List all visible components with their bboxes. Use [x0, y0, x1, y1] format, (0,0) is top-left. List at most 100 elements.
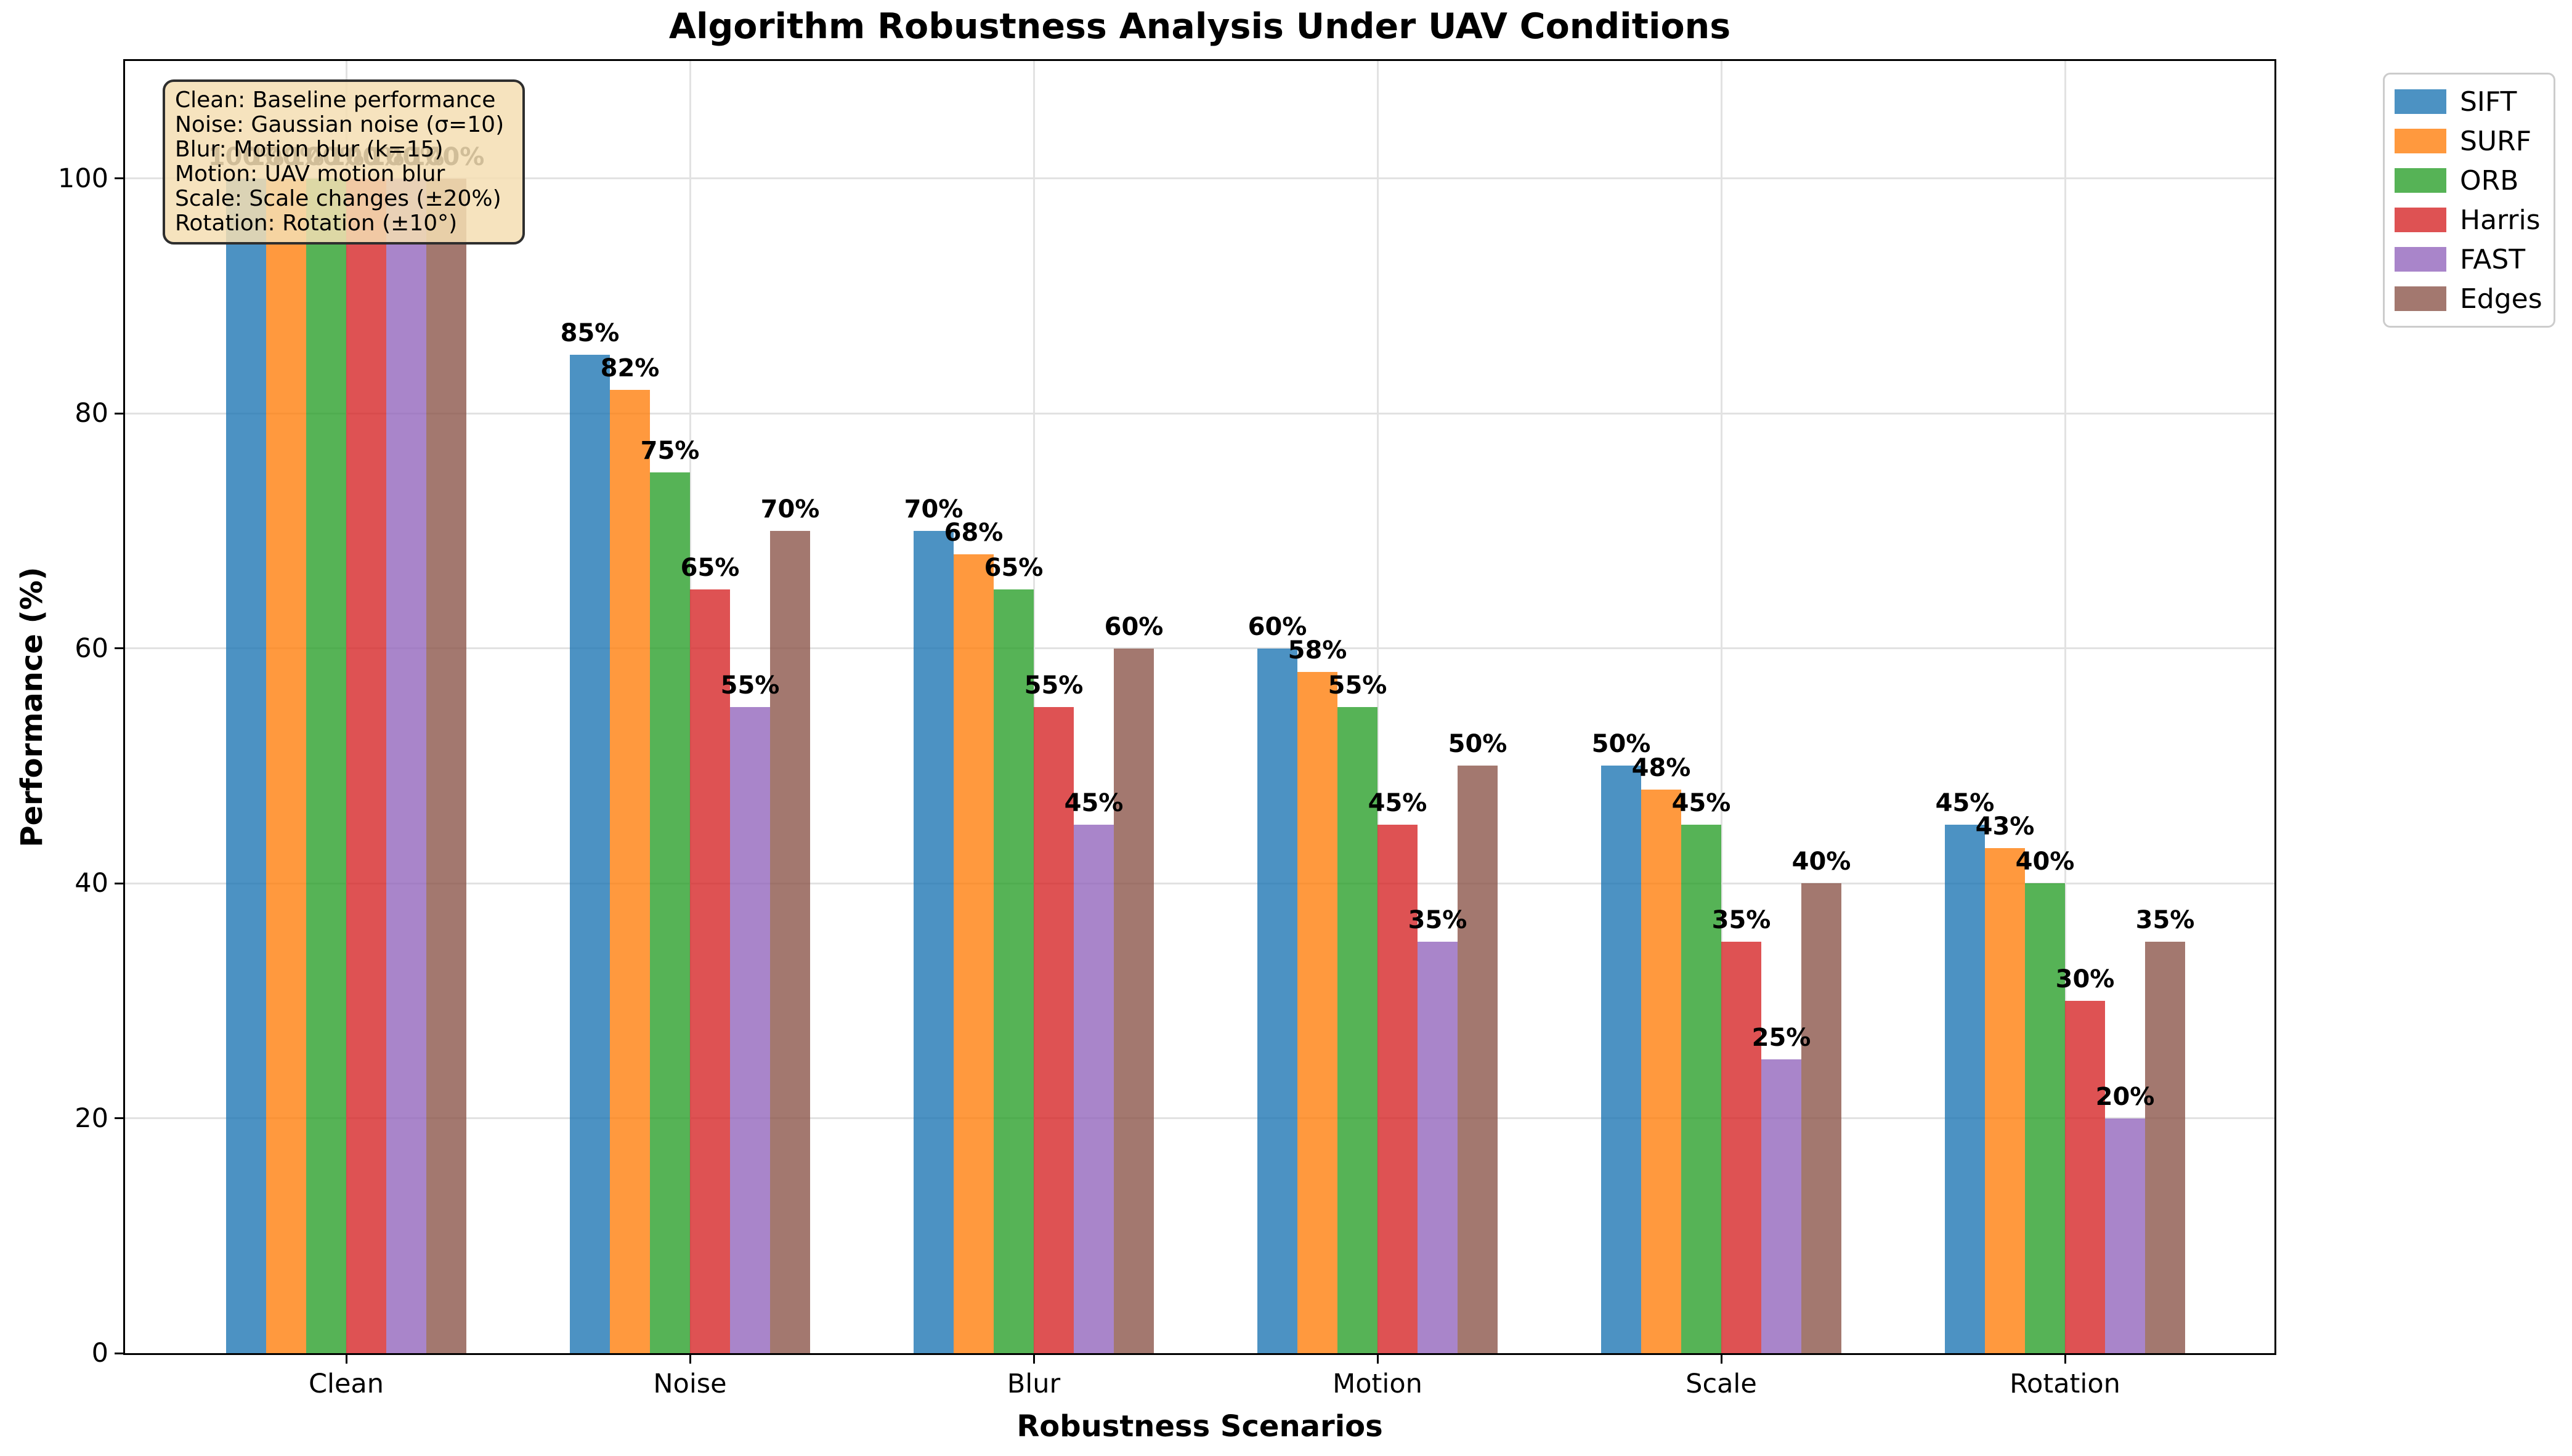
bar-orb-blur [994, 589, 1034, 1353]
x-tick-label-scale: Scale [1686, 1369, 1757, 1399]
bar-sift-noise [570, 354, 610, 1353]
bar-value-label: 75% [640, 436, 700, 465]
x-tick-label-blur: Blur [1007, 1369, 1061, 1399]
y-tick-mark [115, 882, 123, 884]
gridline-horizontal [125, 412, 2274, 415]
bar-harris-scale [1721, 942, 1761, 1353]
bar-surf-blur [954, 554, 994, 1353]
x-tick-mark [689, 1355, 691, 1364]
legend: SIFT SURF ORB Harris FAST Edges [2383, 73, 2555, 328]
gridline-horizontal [125, 647, 2274, 650]
annotation-line-clean: Clean: Baseline performance [175, 87, 496, 113]
legend-item-edges: Edges [2385, 279, 2554, 318]
bar-fast-rotation [2105, 1118, 2145, 1353]
legend-label-surf: SURF [2460, 125, 2532, 157]
x-tick-mark [345, 1355, 347, 1364]
x-tick-label-rotation: Rotation [2010, 1369, 2120, 1399]
y-tick-mark [115, 1352, 123, 1354]
legend-label-edges: Edges [2460, 283, 2542, 315]
y-tick-label: 0 [91, 1338, 108, 1369]
bar-value-label: 82% [600, 354, 660, 383]
x-tick-label-noise: Noise [653, 1369, 727, 1399]
legend-item-harris: Harris [2385, 200, 2554, 240]
x-tick-label-clean: Clean [308, 1369, 384, 1399]
bar-edges-scale [1801, 883, 1841, 1353]
bar-value-label: 60% [1247, 612, 1307, 641]
bar-surf-motion [1297, 671, 1337, 1353]
bar-value-label: 35% [1408, 906, 1467, 935]
legend-item-sift: SIFT [2385, 82, 2554, 121]
bar-harris-rotation [2065, 1000, 2105, 1353]
bar-orb-clean [306, 178, 346, 1353]
bar-edges-rotation [2145, 942, 2185, 1353]
gridline-horizontal [125, 177, 2274, 180]
bar-sift-scale [1601, 766, 1641, 1353]
bar-surf-noise [610, 390, 650, 1353]
bar-sift-clean [226, 178, 266, 1353]
bar-value-label: 30% [2055, 965, 2115, 993]
y-tick-label: 80 [75, 398, 108, 429]
bar-fast-scale [1761, 1059, 1801, 1353]
bar-value-label: 65% [680, 554, 740, 583]
annotation-box: Clean: Baseline performance Noise: Gauss… [163, 79, 525, 245]
bar-edges-blur [1114, 648, 1154, 1353]
bar-harris-clean [346, 178, 386, 1353]
legend-swatch-harris [2395, 208, 2446, 232]
bar-value-label: 85% [560, 318, 620, 347]
annotation-line-scale: Scale: Scale changes (±20%) [175, 186, 501, 211]
annotation-line-motion: Motion: UAV motion blur [175, 161, 445, 187]
bar-harris-motion [1377, 824, 1418, 1353]
bar-value-label: 58% [1288, 636, 1347, 665]
bar-fast-blur [1074, 824, 1114, 1353]
bar-value-label: 70% [760, 495, 820, 524]
annotation-line-blur: Blur: Motion blur (k=15) [175, 137, 444, 162]
bar-value-label: 45% [1935, 788, 1995, 817]
legend-swatch-sift [2395, 89, 2446, 114]
gridline-vertical [2064, 61, 2066, 1353]
bar-orb-scale [1681, 824, 1721, 1353]
y-tick-label: 60 [75, 633, 108, 664]
legend-item-surf: SURF [2385, 121, 2554, 161]
y-tick-mark [115, 647, 123, 650]
annotation-line-noise: Noise: Gaussian noise (σ=10) [175, 112, 505, 137]
bar-value-label: 60% [1104, 612, 1164, 641]
y-tick-label: 40 [75, 868, 108, 899]
bar-value-label: 65% [984, 554, 1044, 583]
plot-area: Clean: Baseline performance Noise: Gauss… [123, 59, 2276, 1355]
bar-harris-blur [1034, 707, 1074, 1353]
bar-value-label: 68% [944, 519, 1004, 548]
x-tick-mark [1720, 1355, 1722, 1364]
legend-label-orb: ORB [2460, 164, 2519, 196]
bar-value-label: 43% [1975, 812, 2035, 841]
x-axis-label: Robustness Scenarios [1016, 1409, 1383, 1444]
legend-label-fast: FAST [2460, 243, 2526, 275]
gridline-vertical [1720, 61, 1722, 1353]
legend-swatch-orb [2395, 168, 2446, 193]
y-tick-mark [115, 177, 123, 180]
bar-edges-clean [426, 178, 466, 1353]
x-tick-mark [2064, 1355, 2066, 1364]
bar-edges-motion [1458, 766, 1498, 1353]
bar-value-label: 40% [2015, 847, 2075, 876]
y-axis-label: Performance (%) [15, 567, 49, 847]
bar-value-label: 40% [1791, 847, 1851, 876]
legend-item-orb: ORB [2385, 161, 2554, 200]
bar-value-label: 45% [1671, 788, 1731, 817]
bar-value-label: 45% [1368, 788, 1427, 817]
gridline-vertical [1376, 61, 1379, 1353]
x-tick-mark [1376, 1355, 1379, 1364]
chart-title: Algorithm Robustness Analysis Under UAV … [668, 6, 1731, 47]
bar-value-label: 45% [1064, 788, 1124, 817]
legend-swatch-surf [2395, 129, 2446, 153]
bar-orb-noise [650, 472, 690, 1353]
bar-sift-blur [914, 530, 954, 1353]
bar-value-label: 50% [1591, 730, 1651, 759]
bar-value-label: 55% [1328, 671, 1387, 700]
bar-surf-rotation [1985, 847, 2025, 1353]
bar-sift-rotation [1945, 824, 1985, 1353]
legend-label-sift: SIFT [2460, 86, 2517, 118]
bar-orb-motion [1337, 707, 1377, 1353]
bar-value-label: 55% [720, 671, 780, 700]
bar-value-label: 35% [2135, 906, 2195, 935]
